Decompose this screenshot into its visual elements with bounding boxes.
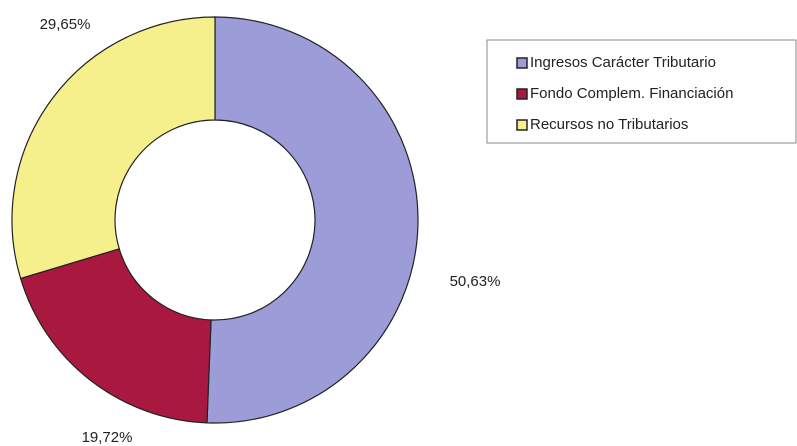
data-label: 19,72% <box>82 429 133 446</box>
data-label: 29,65% <box>40 16 91 33</box>
legend-marker <box>516 88 528 100</box>
donut-slice <box>19 248 212 424</box>
legend-label: Fondo Complem. Financiación <box>530 85 733 102</box>
donut-slice <box>11 16 216 280</box>
legend-marker <box>516 57 528 69</box>
legend-marker <box>516 119 528 131</box>
legend-box <box>486 39 797 144</box>
legend-label: Ingresos Carácter Tributario <box>530 54 716 71</box>
data-label: 50,63% <box>450 273 501 290</box>
donut-slice <box>206 16 419 424</box>
legend-label: Recursos no Tributarios <box>530 116 688 133</box>
